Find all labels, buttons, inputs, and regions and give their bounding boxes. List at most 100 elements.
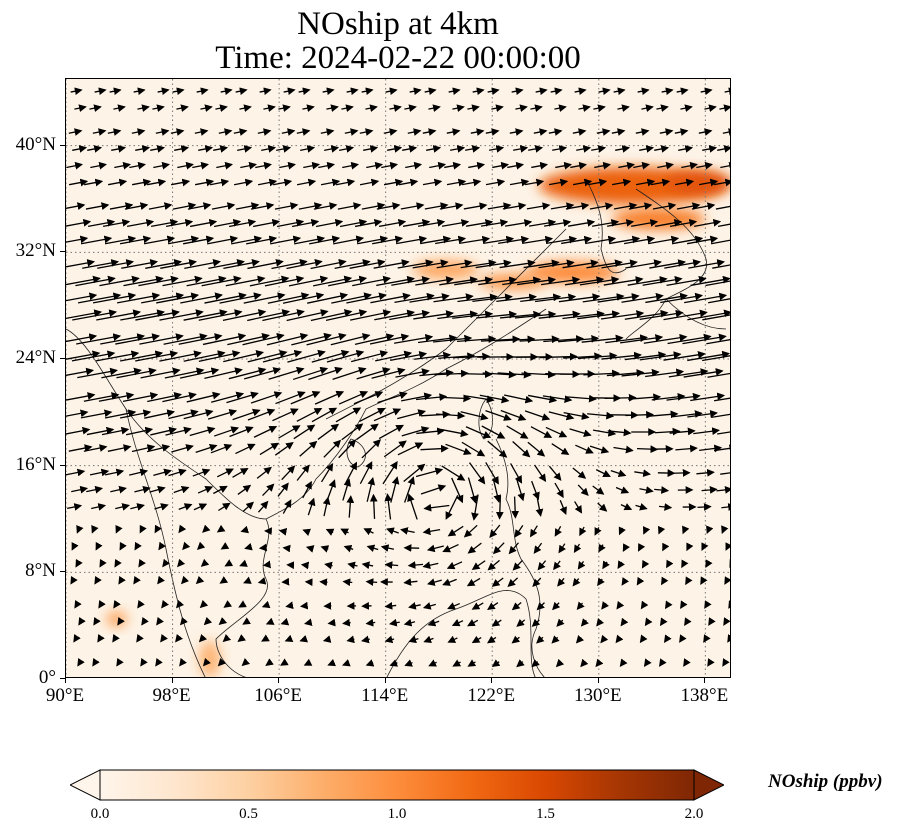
wind-arrow [359,128,374,136]
wind-arrow [207,409,238,420]
wind-arrow [306,332,347,346]
wind-arrow [433,293,474,303]
wind-arrow [115,524,123,534]
lon-tick-label: 90°E [45,685,85,706]
wind-arrow [598,87,611,96]
wind-arrow [586,259,623,269]
wind-arrow [489,145,505,153]
wind-arrow [66,292,98,302]
wind-arrow [140,367,181,379]
wind-arrow [642,275,683,286]
wind-arrow [625,259,662,269]
wind-arrow [663,350,706,361]
wind-arrow [572,467,587,479]
wind-arrow [292,366,329,381]
wind-arrow [548,411,575,421]
wind-arrow [257,577,267,585]
wind-arrow [232,468,249,478]
wind-arrow [154,503,169,511]
lat-tick-mark [60,571,65,573]
wind-arrow [711,413,730,418]
wind-arrow [400,202,425,210]
wind-arrow [720,472,730,475]
wind-arrow [444,161,462,170]
wind-arrow [648,410,679,419]
wind-arrow [341,423,364,441]
wind-arrow [630,219,659,227]
wind-arrow [141,616,149,626]
wind-arrow [204,367,243,380]
wind-arrow [400,527,415,535]
wind-arrow [182,541,191,551]
wind-arrow [700,87,713,96]
wind-arrow [216,161,233,170]
wind-arrow [355,423,379,441]
wind-arrow [483,235,515,245]
wind-arrow [97,633,105,643]
wind-arrow [660,576,669,586]
wind-arrow [291,218,320,228]
wind-arrow [265,617,275,625]
wind-arrow [572,577,581,587]
wind-arrow [218,617,228,626]
wind-arrow [654,486,670,494]
wind-arrow [290,391,321,405]
wind-arrow [180,575,190,585]
wind-arrow [222,634,232,643]
wind-arrow [223,600,233,608]
wind-arrow [700,576,708,585]
wind-arrow [372,235,404,245]
wind-arrow [467,104,480,112]
wind-arrow [607,219,635,227]
wind-arrow [624,309,669,320]
wind-arrow [318,161,336,170]
wind-arrow [529,525,538,538]
wind-arrow [515,104,528,112]
wind-arrow [402,145,418,153]
wind-arrow [396,235,428,245]
wind-arrow [373,259,410,269]
wind-arrow [412,259,449,269]
colorbar-title: NOship (ppbv) [768,771,883,792]
wind-arrow [422,178,443,187]
wind-arrow [555,161,573,170]
wind-arrow [278,425,301,439]
wind-arrow [267,292,310,304]
wind-arrow [378,424,404,440]
wind-arrow [228,367,267,380]
wind-arrow [116,292,161,304]
wind-arrow [678,145,694,153]
wind-arrow [523,259,560,269]
wind-arrow [338,390,369,405]
wind-arrow [702,145,718,153]
wind-arrow [607,428,632,437]
wind-arrow [99,275,140,287]
wind-arrow [712,264,730,269]
wind-arrow [717,145,730,153]
wind-arrow [727,634,730,643]
wind-arrow [565,202,590,211]
wind-arrow [156,292,200,304]
wind-arrow [361,561,374,570]
wind-arrow [423,635,434,644]
wind-arrow [485,462,499,485]
wind-arrow [66,333,98,343]
wind-arrow [146,444,171,453]
wind-arrow [705,559,713,568]
wind-arrow [724,87,730,96]
wind-arrow [577,352,618,360]
wind-arrow [404,104,417,112]
wind-arrow [636,576,645,586]
wind-arrow [219,292,262,304]
wind-arrow [548,465,562,481]
wind-arrow [147,391,183,403]
wind-arrow [196,87,209,96]
wind-arrow [131,128,146,136]
wind-arrow [452,104,465,112]
wind-arrow [468,161,486,170]
wind-arrow [200,104,213,112]
wind-arrow [310,309,353,322]
wind-arrow [663,309,708,321]
wind-arrow [92,128,107,136]
wind-arrow [77,292,122,304]
